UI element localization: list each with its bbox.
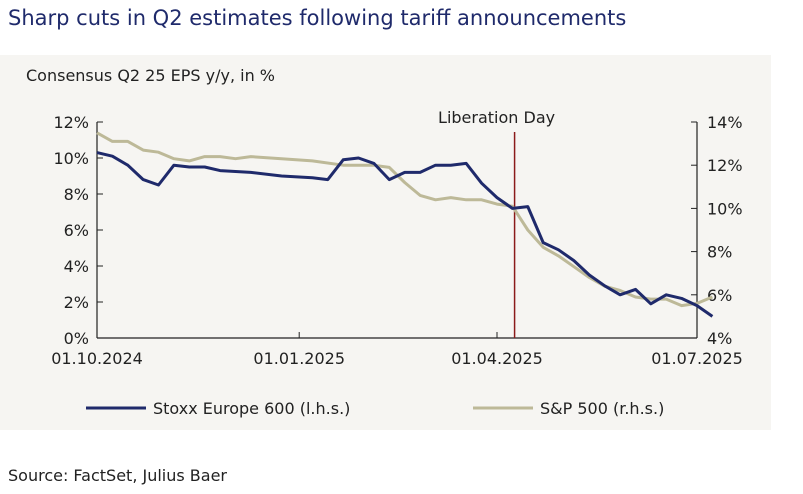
left-y-tick-label: 12% (53, 113, 89, 132)
x-tick-label: 01.07.2025 (651, 349, 743, 368)
left-y-tick-label: 8% (64, 185, 89, 204)
left-y-ticks: 0% 2% 4% 6% 8% 10% 12% (53, 113, 103, 348)
right-y-tick-label: 12% (707, 156, 743, 175)
x-tick-label: 01.10.2024 (51, 349, 143, 368)
x-ticks: 01.10.2024 01.01.2025 01.04.2025 01.07.2025 (51, 332, 743, 368)
x-tick-label: 01.04.2025 (451, 349, 543, 368)
left-y-tick-label: 10% (53, 149, 89, 168)
source-note: Source: FactSet, Julius Baer (8, 466, 227, 485)
legend-label-stoxx: Stoxx Europe 600 (l.h.s.) (153, 399, 350, 418)
left-y-tick-label: 2% (64, 293, 89, 312)
left-y-tick-label: 0% (64, 329, 89, 348)
series-line-stoxx (96, 151, 714, 318)
right-y-tick-label: 14% (707, 113, 743, 132)
right-y-ticks: 4% 6% 8% 10% 12% 14% (691, 113, 743, 348)
right-y-tick-label: 4% (707, 329, 732, 348)
right-y-tick-label: 6% (707, 286, 732, 305)
chart-subtitle: Consensus Q2 25 EPS y/y, in % (26, 66, 275, 85)
left-y-tick-label: 4% (64, 257, 89, 276)
legend-label-sp500: S&P 500 (r.h.s.) (540, 399, 664, 418)
right-y-tick-label: 10% (707, 199, 743, 218)
x-tick-label: 01.01.2025 (253, 349, 345, 368)
axes (96, 122, 698, 339)
series-line-sp500 (96, 131, 713, 308)
liberation-day-label: Liberation Day (438, 108, 555, 127)
chart-panel (0, 55, 771, 430)
chart-title: Sharp cuts in Q2 estimates following tar… (8, 6, 627, 30)
right-y-tick-label: 8% (707, 243, 732, 262)
legend: Stoxx Europe 600 (l.h.s.) S&P 500 (r.h.s… (86, 399, 664, 418)
left-y-tick-label: 6% (64, 221, 89, 240)
